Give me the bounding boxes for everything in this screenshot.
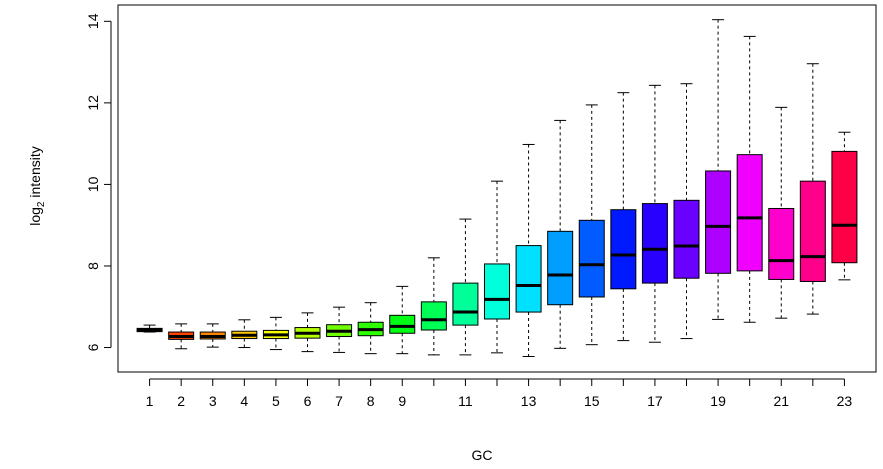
y-tick-label: 6 [85,343,101,351]
x-tick-label: 23 [837,393,853,409]
box-gc-23 [831,150,858,264]
x-tick-label: 7 [335,393,343,409]
box-gc-10 [420,301,447,331]
box-gc-22 [799,180,826,282]
box-gc-16 [610,209,637,290]
x-tick-label: 17 [647,393,663,409]
x-tick-label: 15 [584,393,600,409]
y-axis-title-subscript: 2 [36,201,47,207]
box-gc-12 [484,263,510,320]
y-axis-title: log2 intensity [27,146,47,226]
box-gc-9 [389,314,416,334]
y-axis-title-base: log [27,207,43,226]
x-axis-title: GC [472,447,493,463]
box-gc-14 [547,230,574,306]
y-tick-label: 14 [85,13,101,29]
x-tick-label: 8 [367,393,375,409]
x-tick-label: 19 [710,393,726,409]
box-gc-11 [452,282,479,326]
y-tick-label: 8 [85,262,101,270]
box-gc-21 [768,207,795,280]
y-axis-title-rest: intensity [27,146,43,201]
x-tick-label: 2 [177,393,185,409]
box-gc-15 [578,219,605,298]
box-gc-13 [515,245,542,313]
x-tick-label: 11 [458,393,473,409]
x-tick-label: 6 [304,393,312,409]
x-tick-label: 4 [240,393,248,409]
x-tick-label: 1 [146,393,154,409]
box-gc-19 [705,170,732,274]
plot-frame [117,4,877,373]
box-gc-17 [641,203,668,284]
x-tick-label: 21 [773,393,789,409]
x-tick-label: 3 [209,393,217,409]
y-tick-label: 12 [85,95,101,111]
box-gc-20 [736,154,763,272]
x-tick-label: 9 [398,393,406,409]
x-tick-label: 13 [521,393,537,409]
x-tick-label: 5 [272,393,280,409]
y-tick-label: 10 [85,176,101,192]
box-gc-18 [673,199,700,279]
